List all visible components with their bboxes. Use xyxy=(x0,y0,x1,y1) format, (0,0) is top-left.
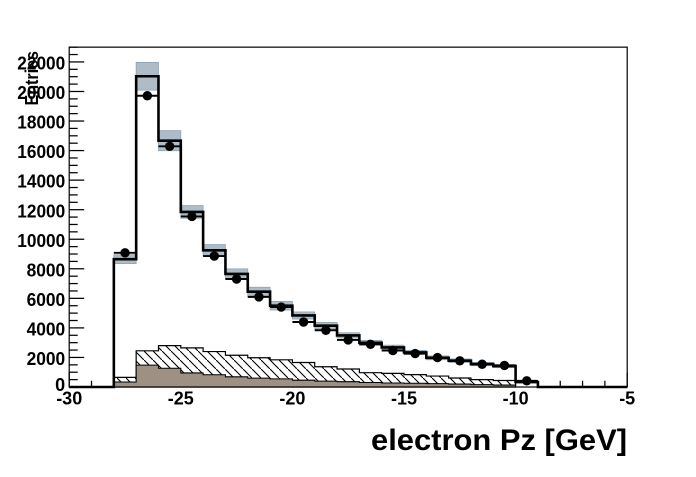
svg-text:0: 0 xyxy=(55,375,65,395)
svg-text:18000: 18000 xyxy=(17,113,65,133)
svg-text:10000: 10000 xyxy=(17,231,65,251)
svg-text:-20: -20 xyxy=(279,389,305,409)
svg-text:4000: 4000 xyxy=(27,320,66,340)
svg-text:-15: -15 xyxy=(391,389,417,409)
svg-text:-30: -30 xyxy=(56,389,82,409)
svg-text:14000: 14000 xyxy=(17,172,65,192)
svg-text:-25: -25 xyxy=(168,389,194,409)
svg-text:-5: -5 xyxy=(619,389,635,409)
svg-text:electron Pz [GeV]: electron Pz [GeV] xyxy=(371,424,627,457)
svg-text:2000: 2000 xyxy=(27,349,66,369)
svg-text:6000: 6000 xyxy=(27,290,66,310)
svg-text:20000: 20000 xyxy=(17,83,65,103)
svg-text:16000: 16000 xyxy=(17,142,65,162)
svg-text:12000: 12000 xyxy=(17,201,65,221)
svg-text:22000: 22000 xyxy=(17,54,65,74)
svg-text:8000: 8000 xyxy=(27,260,66,280)
svg-text:Entries: Entries xyxy=(22,51,42,106)
svg-text:-10: -10 xyxy=(503,389,529,409)
